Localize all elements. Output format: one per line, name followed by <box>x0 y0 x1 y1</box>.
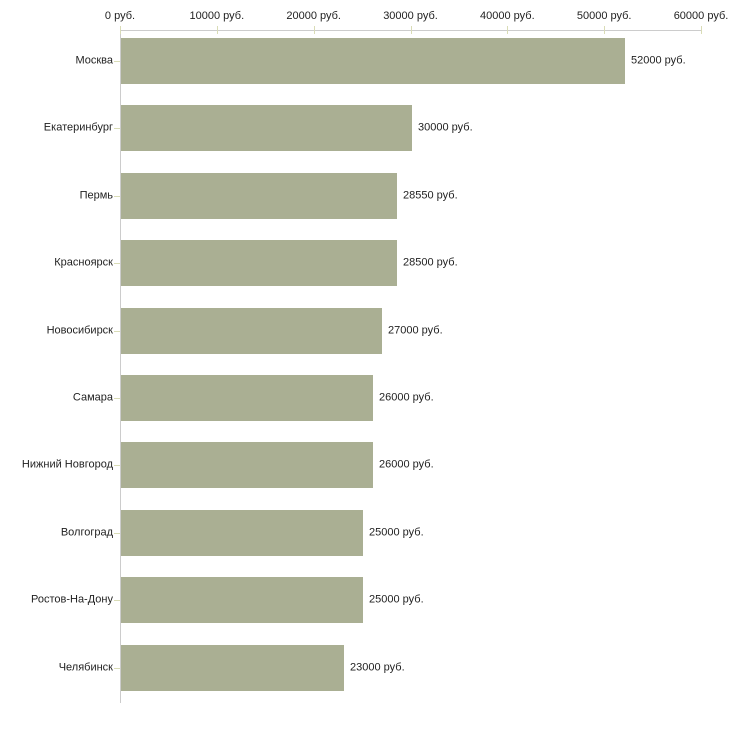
bar-Екатеринбург <box>121 105 412 151</box>
y-axis-tick-mark <box>114 263 120 264</box>
x-axis-tick-mark <box>217 26 218 34</box>
value-label: 26000 руб. <box>379 458 434 471</box>
y-axis-tick-mark <box>114 196 120 197</box>
y-axis-tick-mark <box>114 465 120 466</box>
y-axis-tick-mark <box>114 331 120 332</box>
x-axis-tick-mark <box>120 26 121 34</box>
category-label: Красноярск <box>54 256 113 269</box>
value-label: 26000 руб. <box>379 391 434 404</box>
bar-Волгоград <box>121 510 363 556</box>
value-label: 27000 руб. <box>388 324 443 337</box>
value-label: 25000 руб. <box>369 593 424 606</box>
category-label: Нижний Новгород <box>21 458 113 471</box>
category-label: Екатеринбург <box>43 121 113 134</box>
category-label: Волгоград <box>60 526 113 539</box>
bar-Нижний Новгород <box>121 442 373 488</box>
bar-Новосибирск <box>121 308 382 354</box>
x-axis-tick-mark <box>411 26 412 34</box>
x-axis-tick-mark <box>507 26 508 34</box>
x-axis-tick-mark <box>701 26 702 34</box>
bar-Самара <box>121 375 373 421</box>
x-axis-tick-mark <box>314 26 315 34</box>
category-label: Москва <box>75 54 113 67</box>
x-axis-tick-label: 20000 руб. <box>286 10 341 22</box>
y-axis-line <box>120 30 121 703</box>
value-label: 25000 руб. <box>369 526 424 539</box>
x-axis-tick-label: 60000 руб. <box>673 10 729 22</box>
category-label: Новосибирск <box>46 324 113 337</box>
x-axis-tick-mark <box>604 26 605 34</box>
y-axis-tick-mark <box>114 61 120 62</box>
y-axis-tick-mark <box>114 533 120 534</box>
x-axis-tick-label: 0 руб. <box>104 10 136 22</box>
bar-Красноярск <box>121 240 397 286</box>
value-label: 28550 руб. <box>403 189 458 202</box>
x-axis-tick-label: 50000 руб. <box>576 10 632 22</box>
category-label: Пермь <box>79 189 113 202</box>
bar-Пермь <box>121 173 397 219</box>
y-axis-tick-mark <box>114 600 120 601</box>
y-axis-tick-mark <box>114 128 120 129</box>
y-axis-tick-mark <box>114 398 120 399</box>
value-label: 52000 руб. <box>631 54 686 67</box>
bar-Москва <box>121 38 625 84</box>
category-label: Самара <box>72 391 113 404</box>
value-label: 23000 руб. <box>350 661 405 674</box>
value-label: 30000 руб. <box>418 121 473 134</box>
y-axis-tick-mark <box>114 668 120 669</box>
bar-Ростов-На-Дону <box>121 577 363 623</box>
x-axis-tick-label: 10000 руб. <box>189 10 245 22</box>
x-axis-tick-label: 30000 руб. <box>383 10 438 22</box>
category-label: Ростов-На-Дону <box>30 593 113 606</box>
x-axis-tick-label: 40000 руб. <box>480 10 535 22</box>
category-label: Челябинск <box>58 661 113 674</box>
value-label: 28500 руб. <box>403 256 458 269</box>
bar-Челябинск <box>121 645 344 691</box>
